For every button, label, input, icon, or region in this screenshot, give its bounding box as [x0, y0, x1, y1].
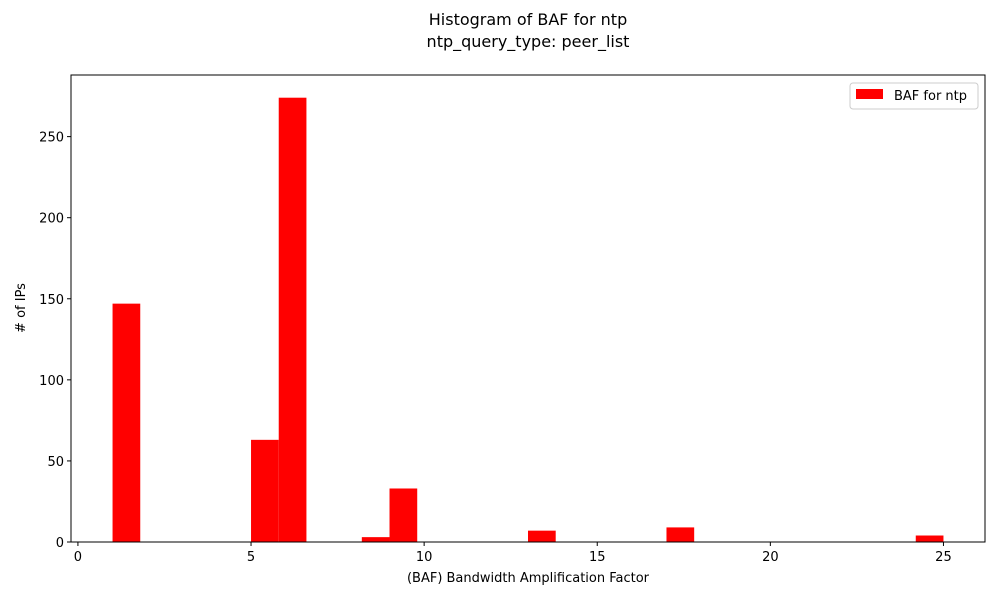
chart-subtitle: ntp_query_type: peer_list [427, 32, 630, 52]
x-axis-ticks: 0 5 10 15 20 25 [74, 542, 952, 565]
histogram-bar [915, 535, 944, 542]
y-axis-ticks: 0 50 100 150 200 250 [39, 131, 71, 551]
y-tick-label: 50 [47, 455, 64, 470]
plot-frame [70, 74, 986, 543]
histogram-bar [528, 530, 556, 542]
histogram-bar [112, 303, 141, 542]
chart-title: Histogram of BAF for ntp [429, 10, 627, 29]
x-tick-label: 5 [247, 550, 255, 565]
legend-swatch [856, 89, 883, 99]
y-tick-label: 200 [39, 212, 64, 227]
y-axis-label: # of IPs [14, 283, 29, 333]
bar-group [112, 97, 944, 542]
y-tick-label: 150 [39, 293, 64, 308]
x-tick-label: 0 [74, 550, 82, 565]
histogram-bar [278, 97, 307, 542]
histogram-bar [361, 537, 390, 542]
x-tick-label: 10 [416, 550, 433, 565]
x-tick-label: 20 [762, 550, 779, 565]
x-tick-label: 15 [589, 550, 606, 565]
y-tick-label: 0 [56, 536, 64, 551]
histogram-bar [389, 488, 418, 542]
legend-label: BAF for ntp [894, 89, 967, 104]
histogram-bar [666, 527, 695, 542]
x-axis-label: (BAF) Bandwidth Amplification Factor [407, 571, 650, 586]
y-tick-label: 100 [39, 374, 64, 389]
y-tick-label: 250 [39, 131, 64, 146]
x-tick-label: 25 [935, 550, 952, 565]
legend: BAF for ntp [849, 82, 979, 110]
histogram-bar [251, 439, 279, 542]
